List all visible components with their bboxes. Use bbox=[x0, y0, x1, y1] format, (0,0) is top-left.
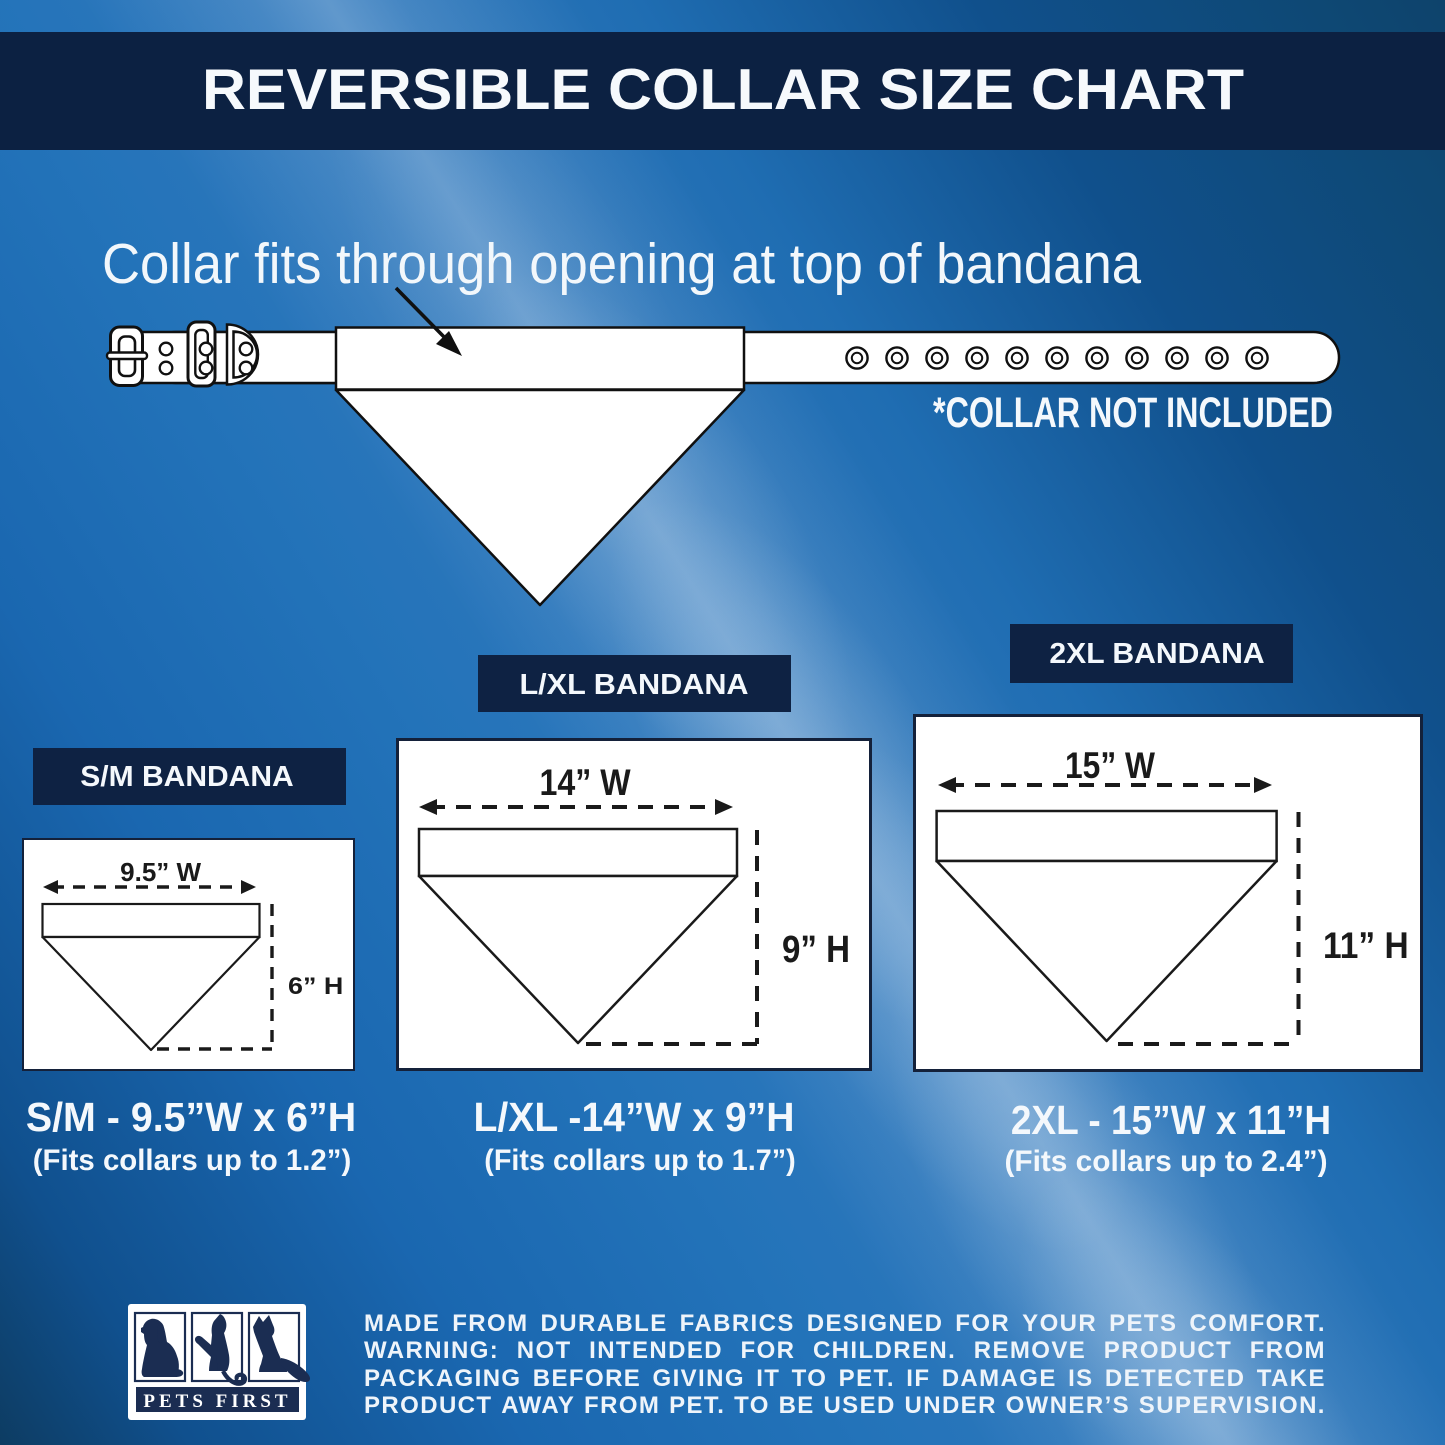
svg-text:PETS FIRST: PETS FIRST bbox=[143, 1391, 291, 1412]
